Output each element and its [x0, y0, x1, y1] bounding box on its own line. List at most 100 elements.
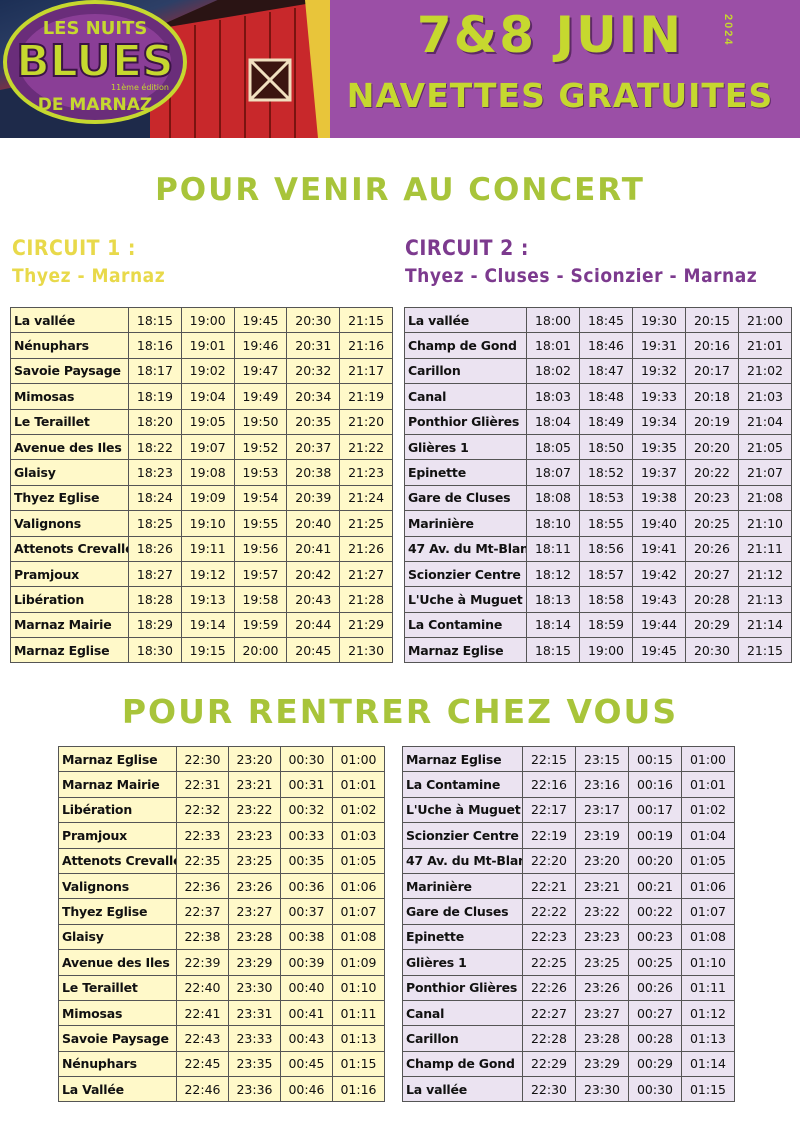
- table-row: Glières 1 22:25 23:25 00:25 01:10: [402, 949, 735, 976]
- stop-name: Mimosas: [10, 383, 129, 410]
- departure-time: 19:52: [233, 433, 288, 461]
- departure-time: 19:09: [180, 484, 235, 512]
- departure-time: 19:56: [233, 535, 288, 562]
- departure-time: 01:14: [681, 1050, 735, 1078]
- departure-time: 23:26: [228, 872, 281, 900]
- departure-time: 19:46: [233, 332, 288, 359]
- departure-time: 23:16: [575, 771, 629, 798]
- stop-name: Libération: [10, 586, 129, 613]
- departure-time: 22:30: [176, 745, 229, 773]
- departure-time: 22:43: [176, 1025, 229, 1052]
- departure-time: 18:27: [128, 560, 182, 588]
- departure-time: 22:15: [522, 745, 576, 773]
- departure-time: 18:26: [128, 535, 182, 562]
- departure-time: 22:36: [176, 872, 229, 900]
- departure-time: 20:15: [685, 306, 739, 334]
- stop-name: Gare de Cluses: [404, 484, 527, 512]
- departure-time: 18:48: [579, 383, 633, 410]
- departure-time: 00:30: [628, 1076, 682, 1103]
- departure-time: 00:31: [280, 771, 333, 798]
- table-row: Marnaz Eglise 18:30 19:15 20:00 20:45 21:30: [10, 637, 393, 664]
- departure-time: 19:49: [233, 383, 288, 410]
- departure-time: 00:39: [280, 949, 333, 976]
- stop-name: Savoie Paysage: [10, 357, 129, 385]
- departure-time: 18:59: [579, 611, 633, 639]
- table-row: Mimosas 22:41 23:31 00:41 01:11: [58, 999, 385, 1027]
- departure-time: 19:32: [632, 357, 686, 385]
- departure-time: 21:30: [339, 637, 393, 664]
- departure-time: 19:01: [180, 332, 235, 359]
- departure-time: 22:33: [176, 822, 229, 849]
- stop-name: La Vallée: [58, 1076, 177, 1103]
- table-row: Epinette 22:23 23:23 00:23 01:08: [402, 923, 735, 951]
- table-row: Champ de Gond 22:29 23:29 00:29 01:14: [402, 1050, 735, 1078]
- departure-time: 18:15: [526, 637, 580, 664]
- departure-time: 01:11: [681, 974, 735, 1001]
- departure-time: 22:25: [522, 949, 576, 976]
- departure-time: 23:21: [575, 872, 629, 900]
- svg-text:11ème édition: 11ème édition: [111, 82, 169, 92]
- departure-time: 19:04: [180, 383, 235, 410]
- departure-time: 19:38: [632, 484, 686, 512]
- departure-time: 01:00: [681, 745, 735, 773]
- departure-time: 00:17: [628, 796, 682, 824]
- departure-time: 21:13: [738, 586, 792, 613]
- stop-name: Carillon: [404, 357, 527, 385]
- stop-name: Marinière: [402, 872, 523, 900]
- barn-illustration: LES NUITS BLUES 11ème édition DE MARNAZ: [0, 0, 330, 138]
- stop-name: 47 Av. du Mt-Blanc: [402, 847, 523, 874]
- departure-time: 00:22: [628, 898, 682, 925]
- departure-time: 23:21: [228, 771, 281, 798]
- stop-name: L'Uche à Muguet: [402, 796, 523, 824]
- departure-time: 22:27: [522, 999, 576, 1027]
- departure-time: 19:13: [180, 586, 235, 613]
- departure-time: 18:07: [526, 459, 580, 486]
- section-title-to-concert: POUR VENIR AU CONCERT: [155, 172, 645, 208]
- stop-name: Glaisy: [10, 459, 129, 486]
- departure-time: 00:19: [628, 822, 682, 849]
- departure-time: 18:29: [128, 611, 182, 639]
- table-row: Epinette 18:07 18:52 19:37 20:22 21:07: [404, 459, 792, 486]
- stop-name: Marnaz Eglise: [404, 637, 527, 664]
- departure-time: 22:45: [176, 1050, 229, 1078]
- stop-name: Scionzier Centre: [404, 560, 527, 588]
- departure-time: 20:31: [286, 332, 341, 359]
- departure-time: 23:22: [575, 898, 629, 925]
- departure-time: 19:40: [632, 510, 686, 537]
- departure-time: 21:14: [738, 611, 792, 639]
- departure-time: 18:10: [526, 510, 580, 537]
- stop-name: Le Teraillet: [10, 408, 129, 435]
- departure-time: 21:29: [339, 611, 393, 639]
- table-row: Canal 18:03 18:48 19:33 20:18 21:03: [404, 383, 792, 410]
- table-row: La Contamine 22:16 23:16 00:16 01:01: [402, 771, 735, 798]
- departure-time: 01:05: [681, 847, 735, 874]
- table-row: Scionzier Centre 18:12 18:57 19:42 20:27 21:1…: [404, 560, 792, 588]
- stop-name: Glaisy: [58, 923, 177, 951]
- departure-time: 19:35: [632, 433, 686, 461]
- departure-time: 23:31: [228, 999, 281, 1027]
- table-row: Pramjoux 22:33 23:23 00:33 01:03: [58, 822, 385, 849]
- departure-time: 18:19: [128, 383, 182, 410]
- departure-time: 00:16: [628, 771, 682, 798]
- departure-time: 20:38: [286, 459, 341, 486]
- departure-time: 20:37: [286, 433, 341, 461]
- stop-name: Marnaz Eglise: [402, 745, 523, 773]
- circuit-1-label: CIRCUIT 1 :: [12, 236, 136, 260]
- table-row: Le Teraillet 22:40 23:30 00:40 01:10: [58, 974, 385, 1001]
- departure-time: 19:47: [233, 357, 288, 385]
- table-row: Marnaz Eglise 18:15 19:00 19:45 20:30 21:15: [404, 637, 792, 664]
- departure-time: 22:31: [176, 771, 229, 798]
- departure-time: 19:59: [233, 611, 288, 639]
- departure-time: 21:07: [738, 459, 792, 486]
- departure-time: 01:04: [681, 822, 735, 849]
- departure-time: 21:10: [738, 510, 792, 537]
- departure-time: 20:40: [286, 510, 341, 537]
- table-row: Marnaz Eglise 22:30 23:20 00:30 01:00: [58, 745, 385, 773]
- departure-time: 22:41: [176, 999, 229, 1027]
- table-row: Libération 18:28 19:13 19:58 20:43 21:28: [10, 586, 393, 613]
- departure-time: 21:02: [738, 357, 792, 385]
- table-row: Le Teraillet 18:20 19:05 19:50 20:35 21:20: [10, 408, 393, 435]
- table-row: Attenots Crevallet 18:26 19:11 19:56 20:41 21…: [10, 535, 393, 562]
- departure-time: 18:23: [128, 459, 182, 486]
- stop-name: Ponthior Glières: [402, 974, 523, 1001]
